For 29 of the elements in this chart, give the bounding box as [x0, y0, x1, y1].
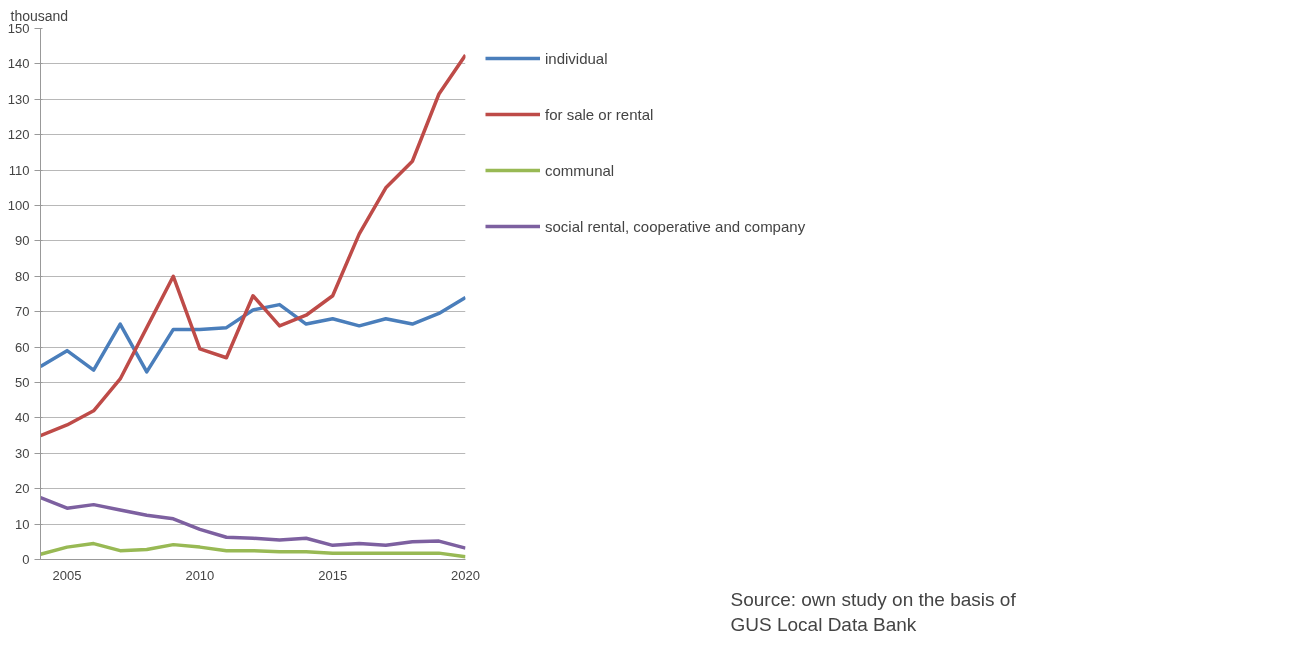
line-series	[40, 295, 466, 374]
y-tick-label: 20	[15, 481, 30, 497]
y-tick-label: 30	[15, 445, 30, 461]
x-tick-label: 2015	[318, 567, 348, 583]
source-note: Source: own study on the basis of GUS Local Data Bank	[730, 589, 1017, 636]
y-tick-label: 80	[15, 268, 30, 284]
y-tick-label: 100	[7, 198, 30, 213]
legend-label: for sale or rental	[545, 105, 654, 123]
y-tick-label: 50	[15, 375, 30, 390]
legend-label: communal	[545, 161, 615, 179]
line-series	[40, 53, 466, 438]
y-tick-label: 60	[15, 339, 30, 355]
y-axis-title: thousand	[10, 7, 69, 24]
legend-label: individual	[545, 49, 608, 67]
y-tick-label: 140	[7, 56, 30, 72]
y-tick-label: 130	[7, 91, 30, 107]
y-tick-label: 0	[22, 552, 30, 567]
line-series	[40, 495, 466, 550]
y-tick-label: 40	[15, 410, 30, 426]
legend-label: social rental, cooperative and company	[545, 217, 806, 235]
x-tick-label: 2005	[52, 567, 82, 583]
y-tick-label: 70	[15, 304, 30, 320]
x-tick-label: 2020	[451, 567, 480, 583]
y-tick-label: 10	[15, 516, 30, 532]
y-tick-label: 90	[15, 233, 30, 249]
y-tick-label: 110	[8, 162, 30, 178]
y-tick-label: 150	[7, 21, 30, 36]
x-tick-label: 2010	[185, 567, 215, 583]
y-tick-label: 120	[7, 127, 30, 143]
